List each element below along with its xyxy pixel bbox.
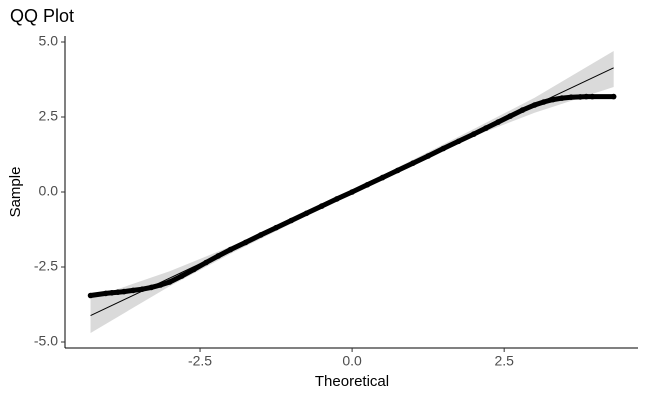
point — [273, 224, 279, 231]
point — [157, 282, 164, 288]
y-axis-label: Sample — [7, 167, 24, 218]
y-tick-label: -2.5 — [34, 258, 58, 274]
point — [410, 160, 416, 166]
x-tick-label: -2.5 — [188, 353, 212, 369]
x-tick-label: 0.0 — [342, 353, 362, 369]
point — [166, 279, 173, 285]
point — [531, 102, 538, 108]
y-tick-label: 2.5 — [39, 108, 59, 124]
y-tick-label: 5.0 — [39, 33, 59, 49]
point — [102, 290, 109, 297]
point — [483, 125, 489, 131]
point — [191, 266, 197, 273]
y-tick-label: -5.0 — [34, 333, 58, 349]
point — [559, 95, 565, 101]
point — [550, 96, 556, 103]
point — [349, 189, 355, 195]
point — [148, 284, 155, 291]
point — [425, 153, 431, 159]
point — [519, 107, 526, 113]
point — [87, 292, 94, 299]
point — [507, 113, 514, 119]
point — [178, 273, 185, 279]
point — [610, 93, 617, 100]
point — [288, 217, 295, 224]
y-tick-label: 0.0 — [39, 183, 59, 199]
point — [495, 119, 501, 125]
point — [455, 138, 462, 145]
point — [109, 290, 115, 296]
point — [318, 203, 325, 209]
point — [139, 286, 146, 293]
point — [334, 196, 340, 202]
point — [242, 239, 249, 246]
point — [364, 182, 371, 188]
point — [583, 93, 590, 100]
point — [379, 174, 386, 181]
point — [568, 94, 574, 100]
point — [303, 210, 310, 217]
point — [203, 259, 209, 266]
point — [258, 232, 264, 238]
point — [215, 253, 222, 259]
point — [130, 287, 136, 294]
point — [470, 131, 477, 137]
point — [121, 288, 127, 295]
chart-title: QQ Plot — [10, 6, 74, 26]
point — [577, 94, 584, 100]
point — [394, 167, 401, 174]
x-tick-label: 2.5 — [494, 353, 514, 369]
point — [227, 246, 234, 253]
point — [540, 99, 547, 105]
point-trail — [88, 94, 617, 298]
x-axis-label: Theoretical — [315, 373, 389, 390]
point — [115, 289, 121, 296]
point — [440, 145, 447, 152]
point — [589, 93, 596, 100]
